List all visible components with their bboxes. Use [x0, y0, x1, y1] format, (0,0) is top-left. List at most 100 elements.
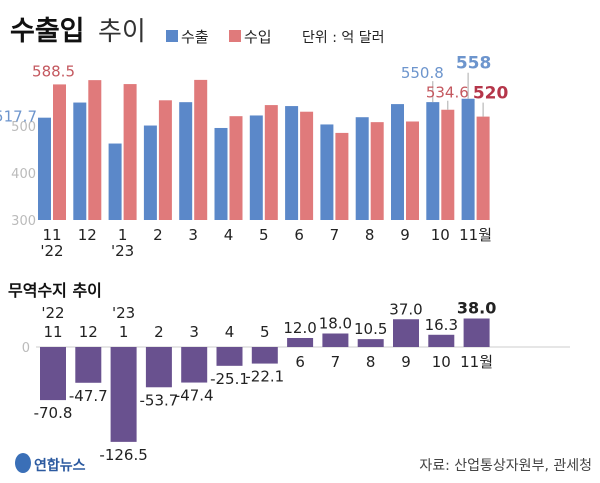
x-tick-label: 10 — [432, 353, 451, 371]
balance-bar — [110, 347, 137, 442]
value-label: 10.5 — [354, 320, 387, 338]
x-tick-label: 8 — [365, 226, 375, 244]
x-tick-label: 5 — [259, 226, 269, 244]
legend-label-export: 수출 — [181, 28, 209, 46]
x-tick-label: 10 — [431, 226, 450, 244]
x-tick-label: 12 — [78, 226, 97, 244]
value-label: -70.8 — [34, 404, 73, 422]
source-note: 자료: 산업통상자원부, 관세청 — [419, 458, 592, 474]
balance-bar — [251, 347, 278, 364]
x-tick-label: 9 — [400, 226, 410, 244]
export-bar — [143, 125, 157, 220]
balance-bar — [393, 319, 419, 347]
import-bar — [123, 84, 137, 221]
x-tick-label: 5 — [260, 323, 270, 341]
y-tick-label: 400 — [11, 167, 36, 182]
legend-label-import: 수입 — [244, 28, 272, 46]
x-tick-label: 4 — [225, 323, 235, 341]
value-label: 37.0 — [389, 300, 422, 318]
value-label: -126.5 — [99, 446, 147, 464]
import-bar — [370, 122, 384, 220]
import-bar — [300, 111, 314, 220]
x-tick-label: 7 — [331, 353, 341, 371]
export-bar — [426, 102, 440, 220]
data-label: 588.5 — [32, 62, 75, 80]
x-tick-label: 2 — [154, 323, 164, 341]
x-year-label: '22 — [40, 242, 63, 260]
y-tick-label: 300 — [11, 214, 36, 229]
export-bar — [38, 117, 51, 220]
title-light: 추이 — [98, 17, 146, 47]
value-label: -25.1 — [210, 370, 249, 388]
x-tick-label: 11월 — [460, 353, 493, 371]
export-bar — [108, 143, 122, 220]
x-tick-label: 11 — [42, 226, 61, 244]
data-label: 550.8 — [401, 64, 444, 82]
import-bar — [441, 109, 455, 220]
value-label: 16.3 — [425, 316, 458, 334]
x-tick-label: 3 — [189, 323, 199, 341]
data-label: 517.7 — [0, 108, 37, 126]
import-bar — [194, 79, 208, 220]
import-bar — [88, 80, 102, 221]
export-bar — [391, 104, 404, 220]
unit-label: 단위 : 억 달러 — [302, 30, 384, 46]
value-label: -47.4 — [175, 387, 214, 405]
x-tick-label: 3 — [188, 226, 198, 244]
data-label: 520 — [473, 84, 509, 104]
export-bar — [285, 106, 299, 220]
balance-chart: 0 11'22 -70.8 12 -47.7 1'23 -126.5 2 -53.7 3 -47.4… — [22, 299, 570, 464]
import-bar — [53, 84, 66, 220]
title-bold: 수출입 — [10, 16, 85, 47]
import-bar — [158, 100, 172, 220]
x-tick-label: 1 — [119, 323, 129, 341]
value-label: 18.0 — [319, 315, 352, 333]
x-tick-label: 7 — [330, 226, 340, 244]
balance-bar — [357, 339, 384, 347]
y-tick-label: 500 — [11, 120, 36, 135]
value-label: 12.0 — [283, 319, 316, 337]
logo: 연합뉴스 — [15, 453, 86, 474]
export-bar — [461, 98, 475, 220]
balance-bar — [181, 347, 208, 383]
x-tick-label: 6 — [295, 353, 305, 371]
x-tick-label: 1 — [118, 226, 128, 244]
x-tick-label: 8 — [366, 353, 376, 371]
export-bar — [179, 102, 193, 220]
balance-title: 무역수지 추이 — [8, 281, 102, 300]
value-label: -22.1 — [245, 368, 284, 386]
export-bar — [355, 117, 369, 220]
x-tick-label: 12 — [79, 323, 98, 341]
import-bar — [335, 132, 349, 220]
legend-swatch-export — [166, 30, 178, 42]
import-bar — [229, 116, 243, 220]
balance-bar — [322, 333, 349, 347]
balance-bar — [216, 347, 243, 366]
balance-bar — [287, 338, 314, 347]
x-tick-label: 11월 — [459, 226, 492, 244]
data-label: 558 — [456, 54, 492, 74]
balance-bar — [428, 334, 455, 347]
import-bar — [406, 121, 419, 220]
logo-text: 연합뉴스 — [34, 457, 86, 474]
legend-swatch-import — [229, 30, 241, 42]
data-label: 534.6 — [426, 84, 469, 102]
export-bar — [320, 124, 334, 220]
export-bar — [73, 102, 87, 220]
zero-tick-label: 0 — [22, 341, 30, 356]
value-label: -53.7 — [139, 391, 178, 409]
export-bar — [214, 127, 228, 220]
trade-chart: 300 400 500 11'22 12 1'23 2 3 4 5 6 7 8 9 10 11월 517.7 58… — [0, 54, 509, 260]
balance-bar — [145, 347, 172, 388]
balance-bar — [75, 347, 102, 383]
balance-bar — [40, 347, 66, 401]
x-tick-label: 2 — [153, 226, 163, 244]
value-label: 38.0 — [457, 299, 496, 318]
x-year-label: '23 — [112, 304, 135, 322]
x-tick-label: 11 — [43, 323, 62, 341]
export-bar — [249, 115, 263, 220]
x-year-label: '22 — [41, 304, 64, 322]
logo-icon — [15, 453, 31, 473]
